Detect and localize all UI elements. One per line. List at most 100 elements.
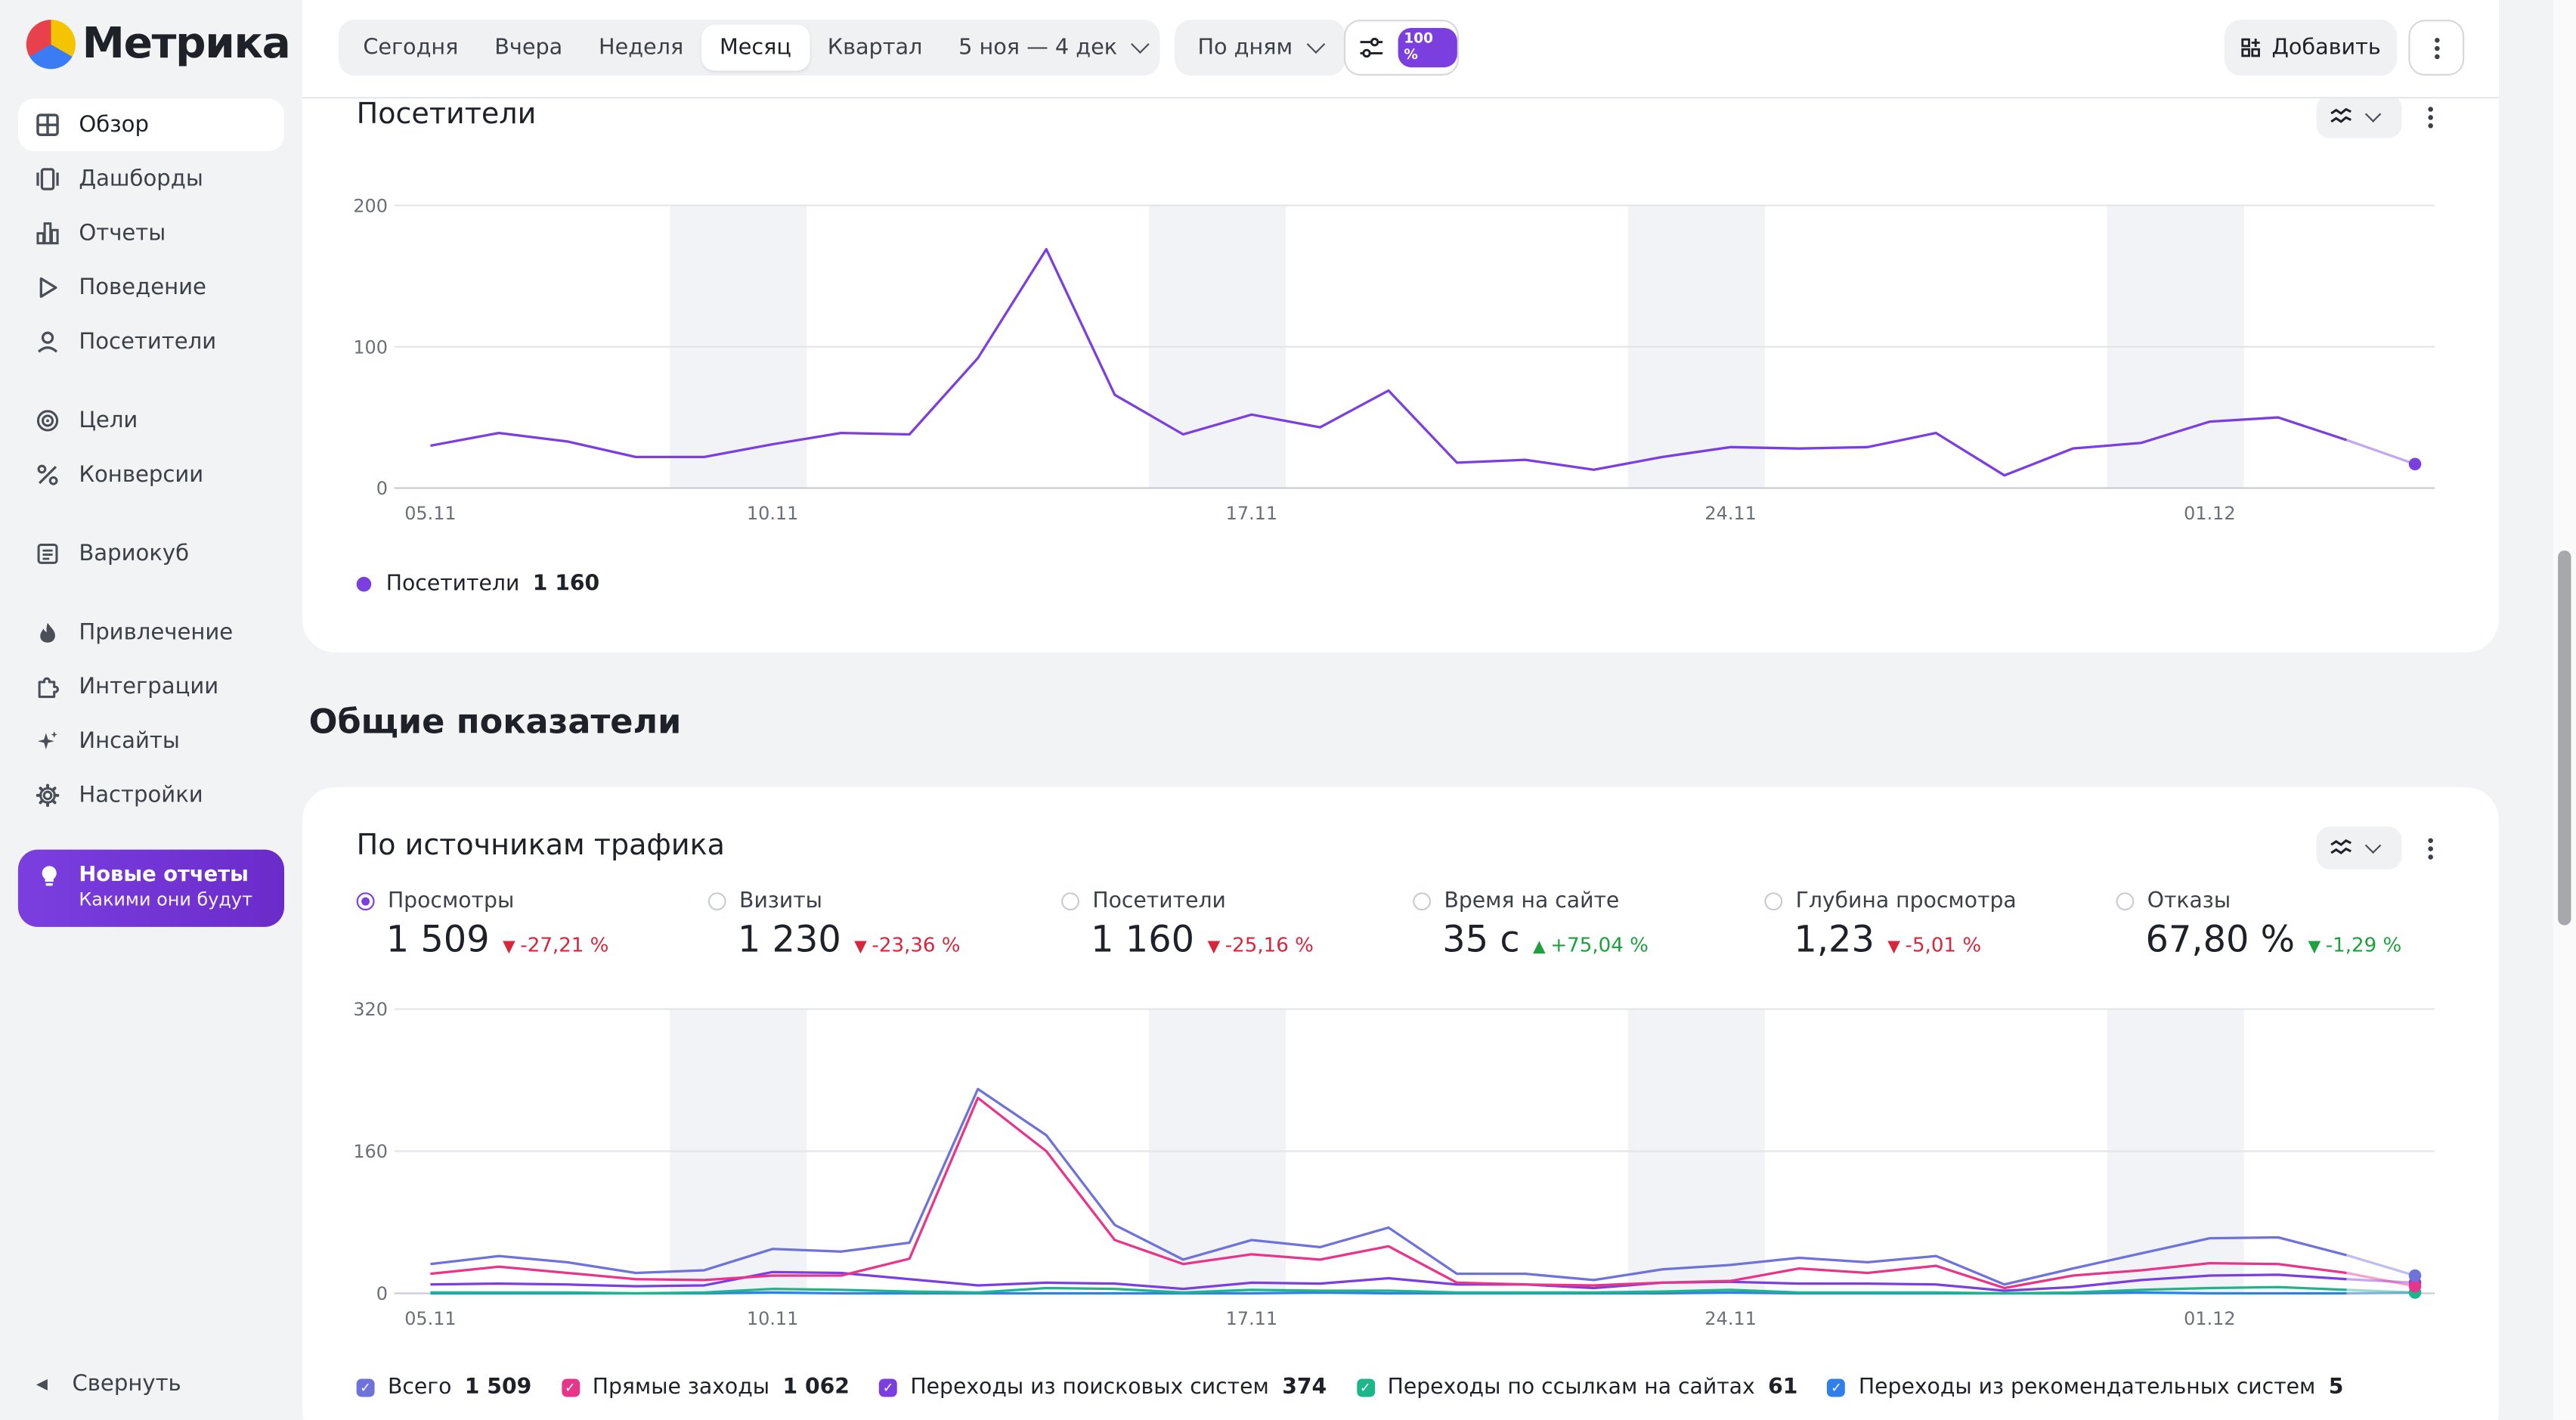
card-more-button[interactable]	[2428, 105, 2433, 130]
metric-delta: ▼ -27,21 %	[503, 933, 609, 956]
chart-lines-icon	[2330, 839, 2352, 854]
legend-item-direct[interactable]: ✓ Прямые заходы 1 062	[561, 1375, 850, 1400]
metric-tab-visits[interactable]: Визиты 1 230 ▼ -23,36 %	[707, 888, 1053, 961]
card-more-button[interactable]	[2428, 836, 2433, 861]
legend-item-recommendations[interactable]: ✓ Переходы из рекомендательных систем 5	[1827, 1375, 2343, 1400]
chevron-down-icon	[1131, 35, 1150, 54]
series-line-partial	[2345, 1254, 2416, 1277]
metric-tab-time-on-site[interactable]: Время на сайте 35 с ▲ +75,04 %	[1413, 888, 1757, 962]
top-toolbar: Сегодня Вчера Неделя Месяц Квартал 5 ноя…	[302, 0, 2499, 99]
sidebar-item-label: Конверсии	[79, 462, 204, 488]
legend-item-search[interactable]: ✓ Переходы из поисковых систем 374	[879, 1375, 1327, 1400]
chart-type-dropdown[interactable]	[2316, 826, 2402, 870]
sidebar-item-behavior[interactable]: Поведение	[18, 262, 284, 315]
y-tick-label: 0	[376, 478, 388, 499]
sidebar-item-reports[interactable]: Отчеты	[18, 207, 284, 260]
metric-label: Просмотры	[387, 888, 515, 914]
sidebar-item-integrations[interactable]: Интеграции	[18, 661, 284, 714]
sliders-icon	[1360, 37, 1383, 58]
visitors-legend[interactable]: Посетители 1 160	[356, 572, 600, 597]
triangle-down-icon: ▼	[1887, 938, 1901, 956]
metric-delta: ▼ -23,36 %	[854, 933, 961, 956]
lightbulb-icon	[42, 866, 57, 886]
sidebar-item-acquisition[interactable]: Привлечение	[18, 606, 284, 659]
triangle-down-icon: ▼	[503, 938, 516, 956]
checkbox-checked-icon: ✓	[1356, 1378, 1375, 1397]
sidebar-item-conversions[interactable]: Конверсии	[18, 448, 284, 501]
sidebar-item-visitors[interactable]: Посетители	[18, 315, 284, 368]
metric-label: Время на сайте	[1444, 888, 1620, 914]
x-tick-label: 17.11	[1226, 503, 1277, 524]
add-button-label: Добавить	[2271, 35, 2381, 60]
legend-value: 1 062	[782, 1375, 850, 1400]
sampling-badge: 100 %	[1397, 27, 1457, 68]
radio-icon	[1764, 892, 1783, 911]
scrollbar-thumb[interactable]	[2558, 550, 2571, 925]
sidebar-item-variocube[interactable]: Вариокуб	[18, 528, 284, 581]
y-tick-label: 320	[353, 999, 388, 1020]
sidebar-item-dashboards[interactable]: Дашборды	[18, 153, 284, 206]
visitors-card: Посетители 0 100 200 05.11 10.11 17.11 24.11 01…	[302, 65, 2499, 653]
metric-value: 35 с	[1442, 920, 1520, 962]
series-endpoint	[2408, 457, 2422, 471]
legend-value: 374	[1282, 1375, 1327, 1400]
series-line-partial	[2346, 1291, 2416, 1295]
metric-tab-page-depth[interactable]: Глубина просмотра 1,23 ▼ -5,01 %	[1764, 889, 2109, 961]
logo[interactable]: Метрика	[26, 20, 291, 70]
sidebar-item-label: Обзор	[79, 112, 149, 138]
sidebar-item-label: Интеграции	[79, 674, 219, 699]
checkbox-checked-icon: ✓	[561, 1378, 580, 1397]
sidebar-item-label: Отчеты	[79, 221, 166, 246]
legend-item-links[interactable]: ✓ Переходы по ссылкам на сайтах 61	[1356, 1375, 1797, 1400]
metric-tab-pageviews[interactable]: Просмотры 1 509 ▼ -27,21 %	[356, 888, 701, 962]
filters-button[interactable]: 100 %	[1343, 20, 1460, 76]
triangle-down-icon: ▼	[2308, 938, 2321, 956]
bar-chart-icon	[36, 222, 59, 245]
legend-item-total[interactable]: ✓ Всего 1 509	[356, 1375, 532, 1400]
sidebar-item-label: Посетители	[79, 329, 217, 355]
series-line-partial	[2345, 439, 2416, 466]
period-yesterday[interactable]: Вчера	[494, 35, 563, 60]
sidebar-item-label: Поведение	[79, 275, 206, 300]
period-today[interactable]: Сегодня	[363, 35, 459, 60]
logo-text: Метрика	[82, 20, 291, 70]
y-tick-label: 100	[353, 336, 388, 358]
series-endpoint	[2408, 1279, 2422, 1293]
sidebar-item-goals[interactable]: Цели	[18, 395, 284, 448]
grouping-dropdown[interactable]: По дням	[1175, 20, 1345, 76]
series-line	[430, 1087, 2347, 1286]
triangle-up-icon: ▲	[1533, 938, 1546, 956]
cube-icon	[36, 542, 59, 565]
collapse-sidebar-button[interactable]: ◀ Свернуть	[36, 1372, 181, 1397]
sparkle-icon	[36, 730, 59, 752]
period-quarter[interactable]: Квартал	[827, 35, 923, 60]
metric-tab-bounce-rate[interactable]: Отказы 67,80 % ▼ -1,29 %	[2116, 889, 2460, 961]
metric-tab-visitors[interactable]: Посетители 1 160 ▼ -25,16 %	[1061, 888, 1406, 961]
add-button[interactable]: Добавить	[2224, 20, 2398, 76]
sidebar-item-settings[interactable]: Настройки	[18, 769, 284, 822]
metric-label: Визиты	[739, 888, 822, 914]
sidebar-item-label: Настройки	[79, 783, 203, 808]
sidebar-item-overview[interactable]: Обзор	[17, 98, 285, 151]
collapse-label: Свернуть	[72, 1372, 181, 1397]
x-tick-label: 10.11	[747, 1308, 798, 1329]
date-range-picker[interactable]: 5 ноя — 4 дек	[940, 25, 1165, 71]
sidebar-item-insights[interactable]: Инсайты	[18, 715, 284, 767]
traffic-sources-chart: 0 160 320 05.11 10.11 17.11 24.11 01.12	[353, 999, 2435, 1329]
percent-icon	[36, 464, 59, 486]
chevron-down-icon	[2364, 836, 2382, 853]
legend-value: 1 509	[464, 1375, 532, 1400]
metric-label: Посетители	[1092, 888, 1226, 914]
add-widget-icon	[2240, 38, 2260, 57]
new-reports-promo[interactable]: Новые отчеты Какими они будут	[17, 849, 285, 927]
metric-value: 1 509	[385, 920, 490, 962]
legend-value: 1 160	[532, 572, 600, 597]
toolbar-more-button[interactable]	[2408, 20, 2465, 76]
radio-icon	[1061, 892, 1079, 911]
period-month[interactable]: Месяц	[701, 24, 810, 71]
period-week[interactable]: Неделя	[599, 35, 684, 60]
period-selector: Сегодня Вчера Неделя Месяц Квартал 5 ноя…	[338, 20, 1160, 76]
checkbox-checked-icon: ✓	[879, 1378, 897, 1397]
chart-type-dropdown[interactable]	[2316, 95, 2402, 138]
sidebar: Метрика Обзор Дашборды Отчеты Поведение …	[0, 0, 302, 1420]
